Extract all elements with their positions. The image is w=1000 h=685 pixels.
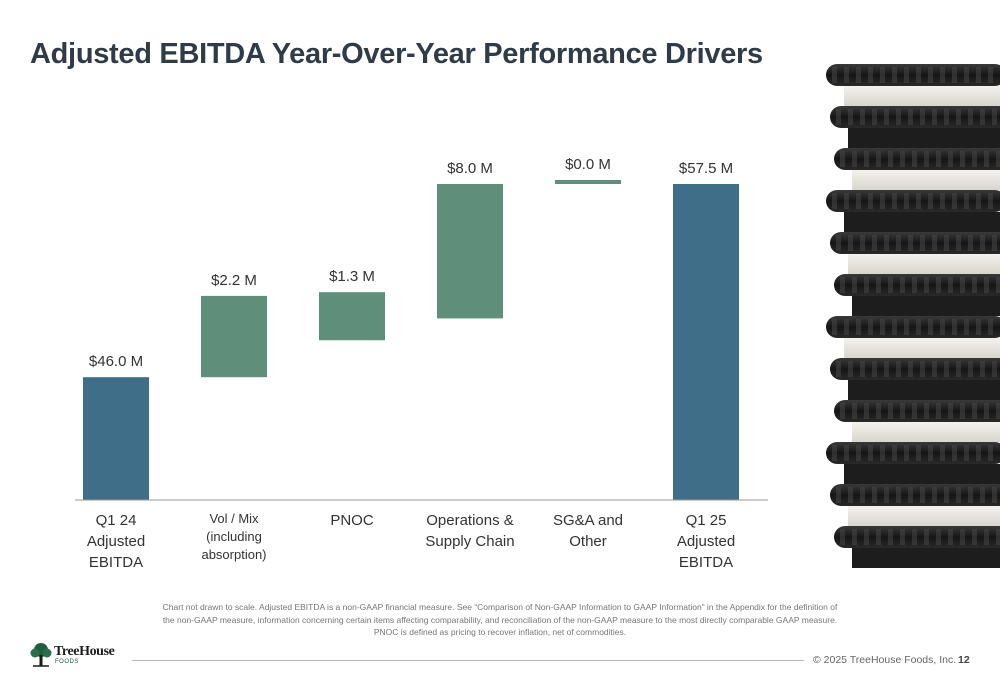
value-label-3: $8.0 M [447, 160, 493, 177]
page-title: Adjusted EBITDA Year-Over-Year Performan… [30, 38, 763, 70]
bar-4 [555, 180, 621, 184]
page-number: 12 [958, 654, 970, 666]
category-label-3: Operations & Supply Chain [425, 512, 515, 550]
value-label-4: $0.0 M [565, 156, 611, 173]
footnote: Chart not drawn to scale. Adjusted EBITD… [162, 602, 838, 637]
bar-2 [319, 292, 385, 341]
category-label-5: Q1 25 Adjusted EBITDA [676, 512, 736, 571]
copyright: © 2025 TreeHouse Foods, Inc. [813, 654, 957, 666]
treehouse-logo: TreeHouse FOODS [30, 642, 130, 670]
value-label-2: $1.3 M [329, 268, 375, 286]
category-label-0: Q1 24 Adjusted EBITDA [86, 512, 146, 571]
category-label-4: SG&A and Other [552, 512, 624, 550]
value-label-5: $57.5 M [678, 160, 734, 177]
tree-icon [30, 643, 52, 667]
footer-divider [132, 660, 804, 661]
bars-group [83, 180, 739, 500]
category-label-2: PNOC [330, 512, 374, 529]
bar-1 [201, 295, 267, 378]
value-label-0: $46.0 M [88, 353, 144, 371]
logo-sub: FOODS [55, 659, 79, 665]
bar-3 [437, 184, 503, 319]
waterfall-chart [75, 180, 768, 501]
bar-5 [673, 184, 739, 500]
bar-0 [83, 377, 149, 500]
logo-name: TreeHouse [54, 644, 115, 659]
category-label-1: Vol / Mix (including absorption) [201, 511, 267, 562]
value-label-1: $2.2 M [211, 271, 257, 289]
cookie-stack-photo-icon [826, 64, 1000, 568]
